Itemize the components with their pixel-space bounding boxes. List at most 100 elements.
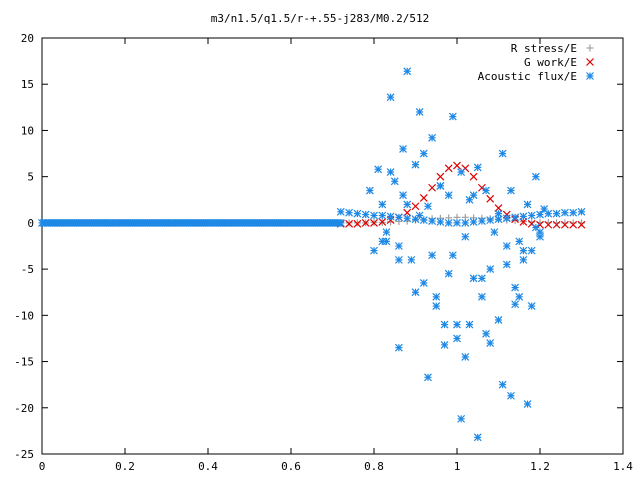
- series-3-point: [453, 320, 461, 329]
- legend-label: R stress/E: [511, 42, 577, 55]
- series-2-point: [494, 204, 503, 213]
- series-2-point: [353, 219, 362, 228]
- y-tick-label: -5: [21, 263, 34, 276]
- series-2-point: [411, 202, 420, 211]
- series-2-point: [560, 220, 569, 229]
- series-3-point: [419, 149, 428, 158]
- series-3-point: [461, 232, 470, 241]
- series-3-point: [502, 260, 511, 269]
- legend-marker: [586, 58, 594, 66]
- y-tick-label: -10: [14, 309, 34, 322]
- series-3-point: [411, 288, 420, 297]
- y-tick-label: -15: [14, 356, 34, 369]
- series-1-point: [345, 219, 353, 227]
- series-3-point: [390, 177, 399, 186]
- series-3-point: [457, 414, 466, 423]
- series-3-point: [473, 163, 482, 172]
- series-3-point: [444, 269, 453, 278]
- x-tick-label: 0.8: [364, 460, 384, 473]
- series-2-point: [502, 210, 511, 219]
- series-3-point: [511, 213, 520, 222]
- series-3-point: [415, 211, 424, 220]
- series-3-point: [502, 214, 511, 223]
- series-3-point: [473, 433, 482, 442]
- series-3-point: [453, 334, 461, 343]
- x-tick-label: 1: [454, 460, 461, 473]
- series-3-point: [486, 216, 495, 225]
- series-3-point: [448, 112, 457, 121]
- legend-marker: [586, 44, 594, 52]
- series-3-point: [469, 274, 478, 283]
- y-tick-label: 0: [27, 217, 34, 230]
- series-3-point: [386, 168, 395, 176]
- series-3-point: [382, 237, 391, 246]
- series-3-point: [424, 373, 432, 382]
- series-3-point: [428, 251, 437, 260]
- series-3-point: [394, 255, 403, 264]
- series-3-point: [560, 208, 569, 217]
- y-tick-label: -20: [14, 402, 34, 415]
- legend-label: G work/E: [524, 56, 577, 69]
- series-2-point: [345, 219, 354, 228]
- x-tick-label: 1.2: [530, 460, 550, 473]
- series-3-point: [453, 218, 461, 227]
- series-3-point: [378, 200, 387, 209]
- series-3-point: [440, 320, 449, 329]
- series-3-point: [494, 316, 503, 324]
- series-3-point: [386, 212, 395, 221]
- series-2-point: [544, 220, 553, 229]
- series-3-point: [432, 292, 441, 301]
- series-3-point: [486, 339, 495, 347]
- series-1-point: [353, 219, 361, 227]
- series-3-point: [465, 320, 474, 329]
- x-tick-label: 0: [39, 460, 46, 473]
- x-tick-label: 0.2: [115, 460, 135, 473]
- series-3-point: [502, 242, 511, 250]
- series-3-point: [394, 242, 403, 250]
- series-2-point: [403, 208, 412, 217]
- series-3-point: [353, 209, 362, 218]
- series-3-point: [519, 212, 528, 221]
- series-3-point: [486, 265, 495, 274]
- series-2-point: [428, 183, 437, 192]
- series-3-point: [523, 200, 532, 209]
- series-3-point: [457, 168, 466, 176]
- series-3-point: [461, 353, 470, 361]
- series-3-point: [527, 302, 536, 311]
- series-3-point: [552, 209, 561, 218]
- y-tick-label: 20: [21, 32, 34, 45]
- series-3-point: [515, 292, 524, 301]
- series-3-point: [365, 186, 374, 195]
- series-3-point: [378, 211, 387, 220]
- series-3-point: [507, 186, 515, 195]
- series-3-point: [531, 172, 540, 181]
- series-3-point: [436, 218, 445, 226]
- series-2-point: [453, 161, 461, 170]
- x-axis: 0 0.2 0.4 0.6 0.8 1 1.2 1.4: [39, 38, 633, 473]
- series-3-point: [444, 191, 453, 200]
- series-3-point: [370, 246, 378, 255]
- x-tick-label: 0.6: [281, 460, 301, 473]
- series-2-point: [378, 218, 387, 226]
- series-3-point: [345, 208, 354, 217]
- y-tick-label: 5: [27, 171, 34, 184]
- series-3-point: [498, 149, 507, 158]
- y-tick-label: -25: [14, 448, 34, 461]
- series-3-point: [440, 340, 449, 349]
- plot-frame: [41, 37, 624, 455]
- series-3-point: [448, 251, 457, 260]
- series-3-point: [411, 160, 420, 169]
- series-3-point: [436, 181, 445, 190]
- y-tick-label: 10: [21, 124, 34, 137]
- series-3-point: [432, 302, 441, 311]
- series-3-point: [399, 145, 407, 153]
- series-3-point: [527, 246, 536, 255]
- series-3-point: [424, 202, 432, 211]
- chart-title: m3/n1.5/q1.5/r-+.55-j283/M0.2/512: [211, 12, 430, 25]
- series-3-point: [482, 329, 490, 338]
- legend-marker: [586, 72, 594, 80]
- series-3-point: [361, 210, 370, 219]
- series-2-point: [436, 172, 445, 181]
